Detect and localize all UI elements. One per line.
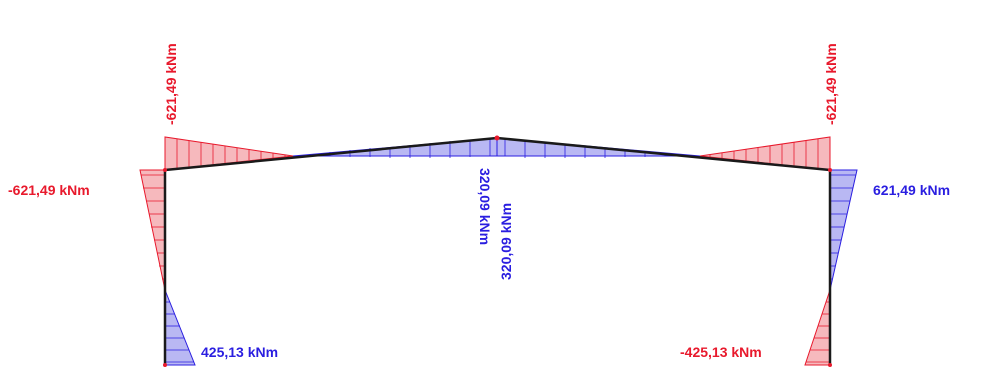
right-rafter-negative-moment — [699, 136, 831, 171]
right-rafter-negative-hatch — [709, 139, 819, 169]
frame-nodes — [163, 135, 832, 367]
label-left-eave-rafter: -621,49 kNm — [163, 43, 179, 125]
node-right-base — [828, 363, 832, 367]
label-ridge-right: 320,09 kNm — [498, 203, 514, 280]
node-left-eave — [163, 168, 167, 172]
label-right-eave-rafter: -621,49 kNm — [823, 43, 839, 125]
left-rafter-negative-hatch — [176, 139, 286, 168]
node-left-base — [163, 363, 167, 367]
label-right-base: -425,13 kNm — [680, 344, 762, 360]
right-column-negative-hatch — [806, 301, 830, 363]
right-column-positive-hatch — [830, 174, 856, 280]
right-column-negative-moment — [804, 289, 831, 366]
node-ridge — [494, 135, 500, 141]
left-column-positive-moment — [164, 289, 196, 366]
label-left-base: 425,13 kNm — [201, 344, 278, 360]
right-rafter-positive-hatch — [504, 139, 686, 158]
label-right-eave-column: 621,49 kNm — [873, 182, 950, 198]
left-column-positive-hatch — [165, 301, 194, 363]
label-ridge-left: 320,09 kNm — [477, 168, 493, 245]
label-left-eave-column: -621,49 kNm — [8, 182, 90, 198]
node-right-eave — [828, 168, 832, 172]
